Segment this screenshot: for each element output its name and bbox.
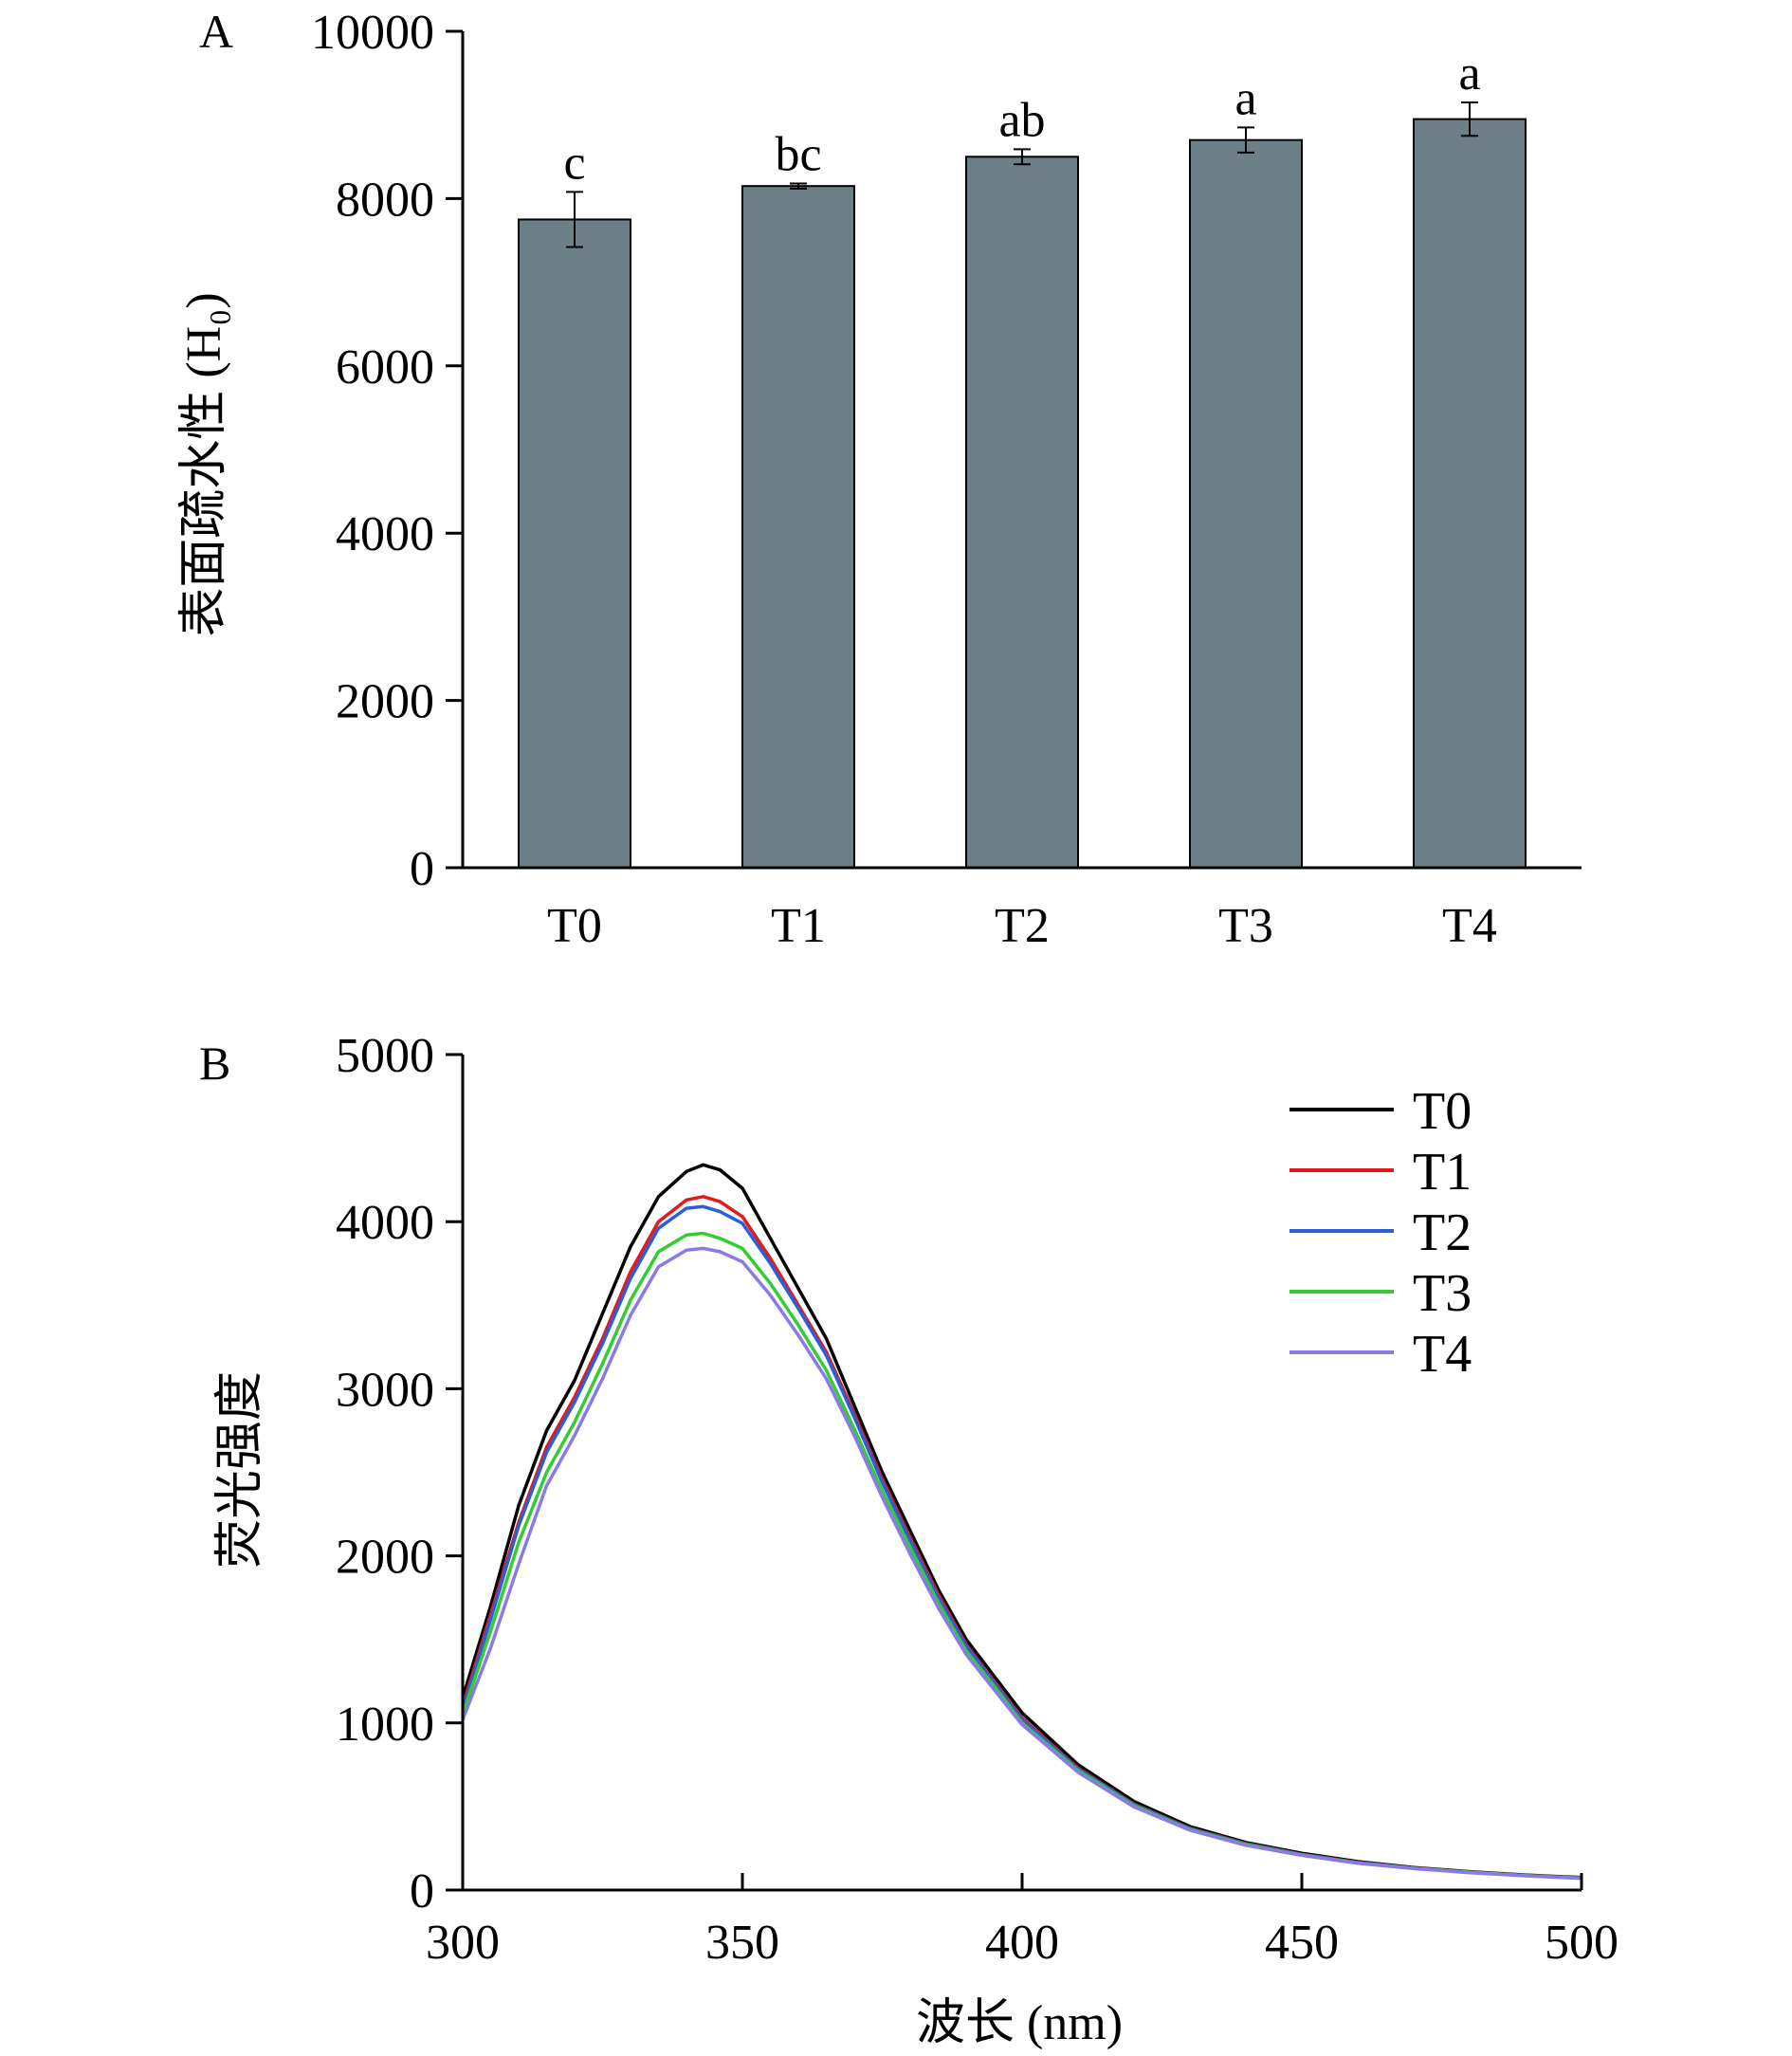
panel-b-line-chart: B 荧光强度 波长 (nm) 0 1000 2000 3000 4000 5000 300 3… xyxy=(199,1029,1618,2050)
x-tick-label-T3: T3 xyxy=(1218,899,1273,953)
bar-T3 xyxy=(1189,138,1303,870)
x-tick-label-300: 300 xyxy=(426,1916,500,1970)
panel-b-x-axis-label: 波长 (nm) xyxy=(916,1996,1123,2050)
y-tick-label-0: 0 xyxy=(410,1864,434,1918)
significance-label-T0: c xyxy=(563,136,585,190)
legend-label-T0: T0 xyxy=(1413,1082,1472,1141)
significance-label-T2: ab xyxy=(998,93,1045,147)
y-tick-label-2000: 2000 xyxy=(336,675,434,729)
series-line-T4 xyxy=(461,1246,1582,1881)
x-tick-label-450: 450 xyxy=(1265,1916,1339,1970)
bar-T4 xyxy=(1413,118,1527,870)
x-tick-label-350: 350 xyxy=(705,1916,779,1970)
y-tick-label-0: 0 xyxy=(410,842,434,896)
y-tick-label-6000: 6000 xyxy=(336,340,434,395)
significance-label-T3: a xyxy=(1234,71,1256,125)
panel-b-label: B xyxy=(199,1037,230,1090)
bar-T0 xyxy=(518,218,631,869)
x-tick-label-T2: T2 xyxy=(995,899,1050,953)
legend-label-T3: T3 xyxy=(1413,1264,1472,1323)
bar-T2 xyxy=(965,156,1079,870)
x-tick-label-T1: T1 xyxy=(771,899,826,953)
y-tick-label-8000: 8000 xyxy=(336,173,434,227)
panel-a-label: A xyxy=(199,5,233,58)
legend-label-T1: T1 xyxy=(1413,1143,1472,1202)
bar-T1 xyxy=(741,185,855,870)
y-tick-label-3000: 3000 xyxy=(336,1363,434,1417)
x-tick-label-T4: T4 xyxy=(1442,899,1497,953)
panel-b-y-axis-label: 荧光强度 xyxy=(213,1371,267,1569)
significance-label-T4: a xyxy=(1458,46,1480,101)
x-tick-label-400: 400 xyxy=(985,1916,1059,1970)
y-tick-label-10000: 10000 xyxy=(311,6,434,60)
y-tick-label-2000: 2000 xyxy=(336,1531,434,1585)
y-tick-label-4000: 4000 xyxy=(336,1196,434,1250)
y-tick-label-5000: 5000 xyxy=(336,1029,434,1083)
significance-label-T1: bc xyxy=(775,128,821,182)
y-tick-label-1000: 1000 xyxy=(336,1698,434,1752)
y-tick-label-4000: 4000 xyxy=(336,507,434,561)
x-tick-label-T0: T0 xyxy=(547,899,602,953)
panel-a-y-axis-label: 表面疏水性 (H₀) xyxy=(177,292,231,636)
x-tick-label-500: 500 xyxy=(1545,1916,1618,1970)
panel-a-bar-chart: A 表面疏水性 (H₀) c bc ab a a T0 T1 T2 T3 T4 0 2000 4000… xyxy=(177,5,1582,953)
legend-label-T2: T2 xyxy=(1413,1203,1472,1262)
legend-label-T4: T4 xyxy=(1413,1325,1472,1384)
